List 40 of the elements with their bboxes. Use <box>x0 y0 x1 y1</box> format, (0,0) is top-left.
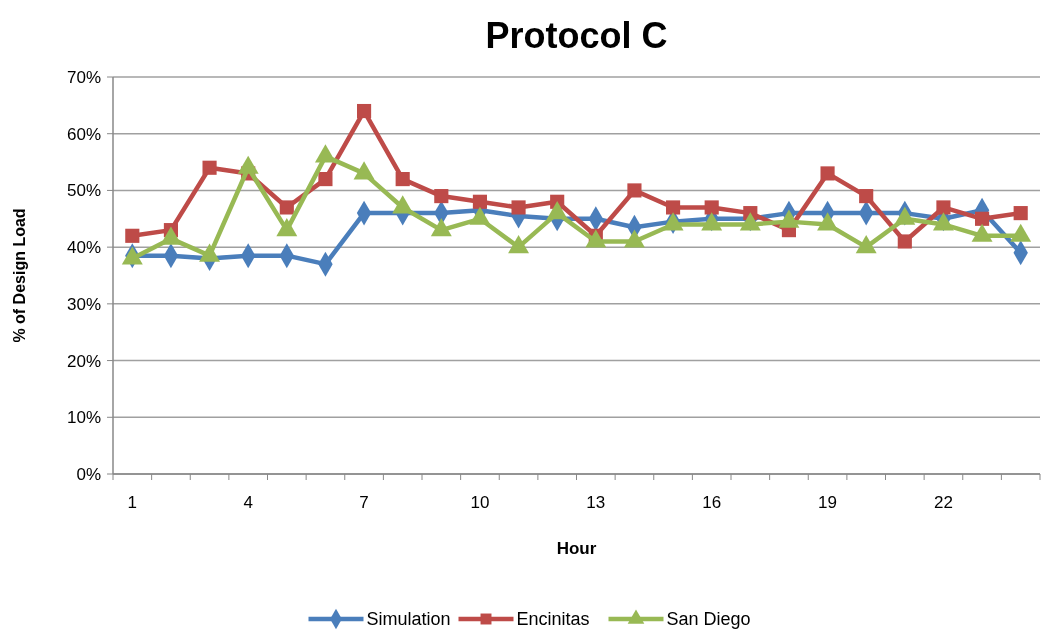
point <box>511 200 526 215</box>
point <box>859 189 874 204</box>
point <box>704 200 719 215</box>
x-tick-label: 10 <box>470 493 490 512</box>
point <box>395 172 410 187</box>
point <box>356 103 372 119</box>
chart-title: Protocol C <box>485 15 668 56</box>
point <box>936 200 951 215</box>
legend-label: Encinitas <box>516 609 590 629</box>
point <box>897 234 912 249</box>
point <box>125 228 140 243</box>
x-tick-label: 13 <box>586 493 606 512</box>
x-tick-label: 19 <box>818 493 838 512</box>
point <box>820 166 835 181</box>
point <box>974 211 990 226</box>
y-tick-label: 30% <box>66 294 101 314</box>
y-tick-label: 60% <box>66 124 101 144</box>
legend-label: Simulation <box>366 609 451 629</box>
y-tick-label: 70% <box>66 68 101 87</box>
y-tick-label: 20% <box>66 351 101 371</box>
point <box>434 189 449 204</box>
y-tick-label: 50% <box>66 181 101 201</box>
y-tick-label: 10% <box>66 408 101 428</box>
x-tick-label: 22 <box>933 493 953 512</box>
y-axis-title: % of Design Load <box>11 208 28 343</box>
x-tick-label: 16 <box>702 493 722 512</box>
x-tick-label: 4 <box>243 493 253 512</box>
point <box>627 183 642 198</box>
point <box>665 200 681 215</box>
point <box>202 160 217 175</box>
legend-label: San Diego <box>666 609 751 629</box>
point <box>318 172 333 187</box>
point <box>472 194 488 209</box>
x-axis-title: Hour <box>556 539 597 558</box>
y-tick-label: 0% <box>76 465 101 484</box>
y-tick-label: 40% <box>66 238 101 258</box>
point <box>279 200 294 215</box>
x-tick-label: 7 <box>359 493 369 512</box>
point <box>1013 206 1028 221</box>
x-tick-label: 1 <box>127 493 138 512</box>
